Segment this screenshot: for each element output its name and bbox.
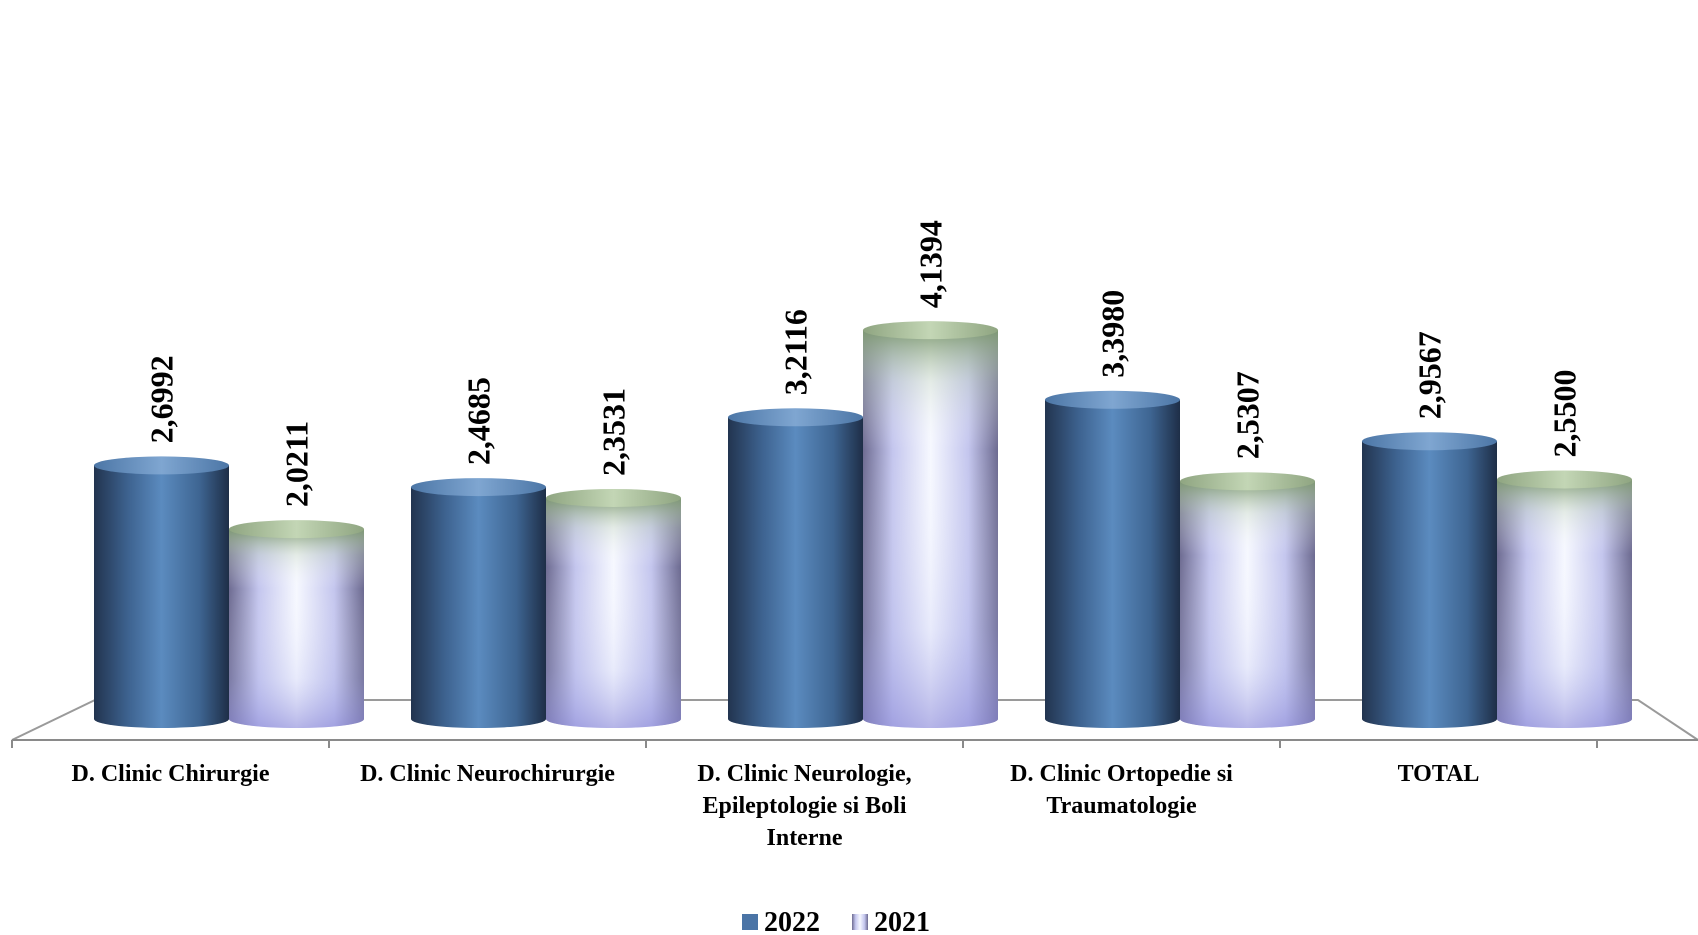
bar-2022-2 xyxy=(728,408,863,729)
category-label-1: D. Clinic Neurochirurgie xyxy=(360,761,615,787)
legend-item-2022: 2022 xyxy=(742,907,820,935)
bar-top xyxy=(863,321,998,340)
data-label-2022-4: 2,9567 xyxy=(1412,331,1448,419)
bar-2021-2 xyxy=(863,321,998,729)
bar-shade xyxy=(1180,481,1315,729)
category-label-2: D. Clinic Neurologie, Epileptologie si Bo… xyxy=(697,761,911,851)
data-label-2021-2: 4,1394 xyxy=(913,220,949,308)
bar-top xyxy=(1362,432,1497,451)
bar-top xyxy=(1497,470,1632,489)
bar-top xyxy=(94,456,229,475)
category-label-line: D. Clinic Chirurgie xyxy=(72,761,270,787)
data-label-2021-4: 2,5500 xyxy=(1547,369,1583,457)
bar-2021-3 xyxy=(1180,472,1315,729)
category-label-line: Epileptologie si Boli xyxy=(702,793,906,819)
legend-swatch xyxy=(852,914,868,930)
bar-body xyxy=(94,465,229,728)
bar-shade xyxy=(863,330,998,729)
bar-top xyxy=(728,408,863,427)
category-label-4: TOTAL xyxy=(1398,761,1480,787)
legend-swatch xyxy=(742,914,758,930)
bar-top xyxy=(1180,472,1315,491)
data-label-2022-0: 2,6992 xyxy=(144,355,180,443)
bar-top xyxy=(1045,390,1180,409)
category-label-line: D. Clinic Ortopedie si xyxy=(1010,761,1233,787)
bar-shade xyxy=(546,497,681,729)
bar-2021-0 xyxy=(229,520,364,729)
bar-body xyxy=(1045,399,1180,729)
bar-body xyxy=(728,417,863,729)
data-label-2021-3: 2,5307 xyxy=(1230,371,1266,459)
legend-label: 2022 xyxy=(764,907,820,935)
bar-shade xyxy=(229,529,364,729)
category-label-line: Interne xyxy=(767,825,843,851)
data-label-2022-3: 3,3980 xyxy=(1095,290,1131,378)
data-label-2022-1: 2,4685 xyxy=(461,377,497,465)
bar-2021-4 xyxy=(1497,470,1632,729)
data-label-2021-1: 2,3531 xyxy=(596,388,632,476)
category-label-0: D. Clinic Chirurgie xyxy=(72,761,270,787)
legend: 2022 2021 xyxy=(742,907,930,935)
category-label-line: Traumatologie xyxy=(1046,793,1197,819)
category-label-line: TOTAL xyxy=(1398,761,1480,787)
bar-2022-0 xyxy=(94,456,229,728)
bar-2022-3 xyxy=(1045,390,1180,729)
bar-shade xyxy=(1497,479,1632,729)
data-label-2022-2: 3,2116 xyxy=(778,309,814,395)
bar-2022-4 xyxy=(1362,432,1497,729)
data-label-2021-0: 2,0211 xyxy=(279,421,315,507)
category-label-3: D. Clinic Ortopedie si Traumatologie xyxy=(1010,761,1233,819)
bar-top xyxy=(229,520,364,539)
bar-top xyxy=(546,488,681,507)
labels-layer: 2,6992 2,0211 2,4685 2,3531 3,2116 4,1394 3,39… xyxy=(144,220,1583,507)
category-label-line: D. Clinic Neurologie, xyxy=(697,761,911,787)
bars-layer xyxy=(94,321,1632,729)
category-labels-layer: D. Clinic Chirurgie D. Clinic Neurochirur… xyxy=(11,740,1598,851)
bar-2022-1 xyxy=(411,478,546,729)
bar-2021-1 xyxy=(546,488,681,729)
bar-top xyxy=(411,478,546,497)
legend-item-2021: 2021 xyxy=(852,907,930,935)
bar-body xyxy=(1362,441,1497,729)
legend-label: 2021 xyxy=(874,907,930,935)
category-label-line: D. Clinic Neurochirurgie xyxy=(360,761,615,787)
bar-body xyxy=(411,487,546,729)
